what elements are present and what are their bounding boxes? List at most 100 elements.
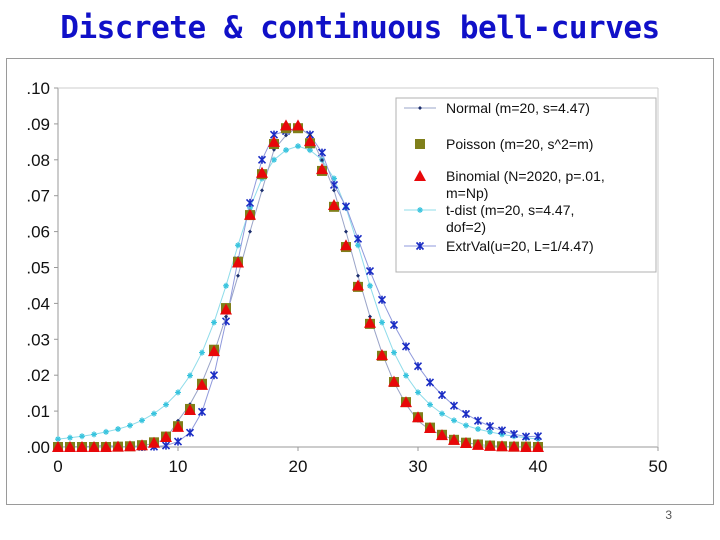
data-point — [487, 428, 493, 435]
data-point — [160, 430, 172, 442]
data-point — [341, 202, 351, 211]
legend-entry-line: Normal (m=20, s=4.47) — [446, 100, 590, 116]
legend: Normal (m=20, s=4.47) Poisson (m=20, s^2=… — [395, 97, 657, 273]
data-point — [463, 422, 469, 429]
y-tick-label: .08 — [26, 151, 50, 170]
data-point — [208, 345, 220, 357]
data-point — [451, 417, 457, 424]
data-point — [355, 242, 361, 249]
legend-swatch-marker — [415, 139, 425, 149]
data-point — [260, 188, 264, 193]
legend-entry-line: t-dist (m=20, s=4.47, — [446, 202, 574, 218]
data-point — [439, 410, 445, 417]
data-point — [389, 320, 399, 330]
y-tick-label: .07 — [26, 187, 50, 206]
data-point — [413, 362, 423, 371]
data-point — [415, 389, 421, 396]
data-point — [352, 279, 364, 291]
y-tick-label: .04 — [26, 294, 50, 313]
data-point — [223, 282, 229, 289]
data-point — [307, 147, 313, 154]
data-point — [424, 421, 436, 433]
data-point — [232, 256, 244, 268]
data-point — [304, 135, 316, 147]
data-point — [353, 234, 363, 243]
data-point — [88, 441, 100, 452]
data-point — [292, 119, 304, 131]
legend-swatch-marker — [415, 241, 425, 251]
data-point — [295, 143, 301, 150]
data-point — [268, 135, 280, 147]
y-tick-label: .03 — [26, 330, 50, 349]
data-point — [509, 430, 519, 439]
data-point — [163, 401, 169, 408]
data-point — [124, 440, 136, 452]
data-point — [391, 349, 397, 356]
legend-entry-label: ExtrVal(u=20, L=1/4.47) — [446, 238, 594, 254]
x-tick-label: 10 — [169, 457, 188, 476]
data-point — [248, 229, 252, 234]
data-point — [184, 404, 196, 416]
data-point — [199, 349, 205, 356]
data-point — [379, 319, 385, 326]
data-point — [173, 437, 183, 446]
data-point — [461, 409, 471, 419]
data-point — [436, 429, 448, 441]
data-point — [521, 432, 531, 441]
data-point — [115, 426, 121, 433]
legend-swatch-marker — [414, 170, 426, 181]
data-point — [236, 273, 240, 278]
data-point — [172, 420, 184, 432]
data-point — [400, 396, 412, 408]
data-point — [247, 204, 253, 211]
slide-title: Discrete & continuous bell-curves — [60, 10, 660, 46]
data-point — [52, 441, 64, 452]
data-point — [220, 303, 232, 315]
series-layer — [52, 119, 544, 452]
data-point — [256, 166, 268, 178]
data-point — [365, 267, 375, 276]
x-tick-label: 0 — [53, 457, 62, 476]
data-point — [532, 441, 544, 452]
data-point — [316, 163, 328, 175]
y-tick-label: .09 — [26, 115, 50, 134]
data-point — [460, 437, 472, 449]
data-point — [244, 208, 256, 220]
bell-curves-chart: .00 .01 .02 .03 .04 .05 .06 .07 .08 .09 .10 0 10 20 30… — [26, 79, 667, 476]
data-point — [496, 440, 508, 452]
legend-entry-line: Poisson (m=20, s^2=m) — [446, 136, 593, 152]
data-point — [475, 426, 481, 433]
data-point — [332, 188, 336, 193]
data-point — [280, 119, 292, 131]
data-point — [187, 372, 193, 379]
data-point — [283, 147, 289, 154]
data-point — [175, 389, 181, 396]
data-point — [484, 439, 496, 451]
data-point — [257, 155, 267, 164]
data-point — [520, 441, 532, 452]
legend-entry-label: Binomial (N=2020, p=.01, m=Np) — [446, 168, 605, 201]
data-point — [425, 378, 435, 387]
data-point — [151, 410, 157, 417]
legend-box — [395, 97, 657, 273]
data-point — [235, 242, 241, 249]
data-point — [403, 372, 409, 379]
y-tick-label: .10 — [26, 79, 50, 98]
legend-swatch-marker — [418, 106, 422, 110]
data-point — [328, 199, 340, 211]
legend-entry-line: ExtrVal(u=20, L=1/4.47) — [446, 238, 594, 254]
legend-entry-label: Normal (m=20, s=4.47) — [446, 100, 590, 116]
data-point — [197, 407, 207, 416]
data-point — [472, 438, 484, 450]
y-tick-label: .05 — [26, 259, 50, 278]
data-point — [473, 416, 483, 425]
legend-swatch-marker — [417, 207, 423, 213]
data-point — [136, 439, 148, 451]
data-point — [401, 342, 411, 351]
data-point — [367, 282, 373, 289]
data-point — [76, 441, 88, 452]
data-point — [211, 319, 217, 326]
data-point — [388, 375, 400, 387]
data-point — [364, 316, 376, 328]
data-point — [161, 441, 171, 450]
